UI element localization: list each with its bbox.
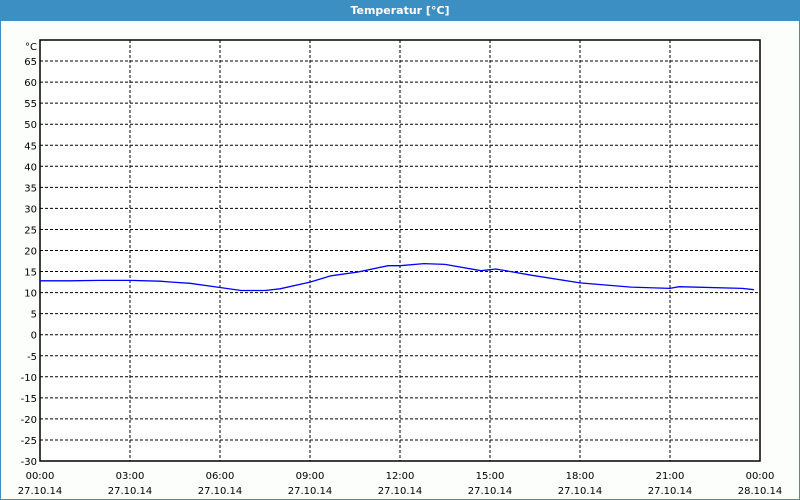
temperature-line xyxy=(40,262,755,292)
x-tick-time: 09:00 xyxy=(296,471,325,482)
y-tick-label: 10 xyxy=(24,289,37,300)
x-tick-date: 27.10.14 xyxy=(648,486,693,497)
y-tick-label: 0 xyxy=(31,331,37,342)
y-tick-label: 20 xyxy=(24,247,37,258)
y-tick-label: 40 xyxy=(24,162,37,173)
x-tick-time: 00:00 xyxy=(26,471,55,482)
y-tick-label: 35 xyxy=(24,183,37,194)
y-tick-label: 60 xyxy=(24,78,37,89)
y-tick-label: -25 xyxy=(21,436,37,447)
x-tick-date: 27.10.14 xyxy=(18,486,63,497)
x-tick-date: 27.10.14 xyxy=(108,486,153,497)
x-tick-time: 00:00 xyxy=(746,471,775,482)
x-tick-time: 18:00 xyxy=(566,471,595,482)
x-tick-date: 27.10.14 xyxy=(198,486,243,497)
y-tick-label: 55 xyxy=(24,99,37,110)
y-tick-label: 65 xyxy=(24,57,37,68)
x-tick-date: 27.10.14 xyxy=(558,486,603,497)
y-tick-label: -10 xyxy=(21,373,37,384)
y-axis-unit: °C xyxy=(25,42,37,53)
y-tick-label: 25 xyxy=(24,225,37,236)
y-tick-label: -20 xyxy=(21,415,37,426)
y-tick-label: -15 xyxy=(21,394,37,405)
x-tick-time: 06:00 xyxy=(206,471,235,482)
y-tick-label: 30 xyxy=(24,204,37,215)
x-tick-time: 03:00 xyxy=(116,471,145,482)
y-tick-label: -5 xyxy=(27,352,37,363)
y-tick-label: -30 xyxy=(21,457,37,468)
x-tick-time: 12:00 xyxy=(386,471,415,482)
y-tick-label: 5 xyxy=(31,310,37,321)
x-tick-date: 27.10.14 xyxy=(468,486,513,497)
y-tick-label: 15 xyxy=(24,268,37,279)
x-tick-time: 15:00 xyxy=(476,471,505,482)
x-tick-date: 27.10.14 xyxy=(288,486,333,497)
x-tick-date: 27.10.14 xyxy=(378,486,423,497)
chart-title: Temperatur [°C] xyxy=(0,0,800,21)
x-tick-date: 28.10.14 xyxy=(738,486,783,497)
x-tick-time: 21:00 xyxy=(656,471,685,482)
y-tick-label: 45 xyxy=(24,141,37,152)
y-tick-label: 50 xyxy=(24,120,37,131)
plot-frame xyxy=(39,39,761,462)
